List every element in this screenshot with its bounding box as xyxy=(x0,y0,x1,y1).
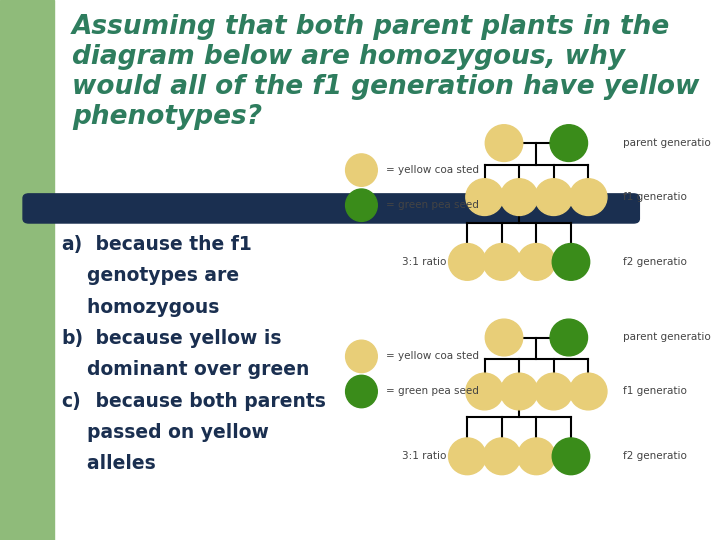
Text: parent generatio: parent generatio xyxy=(623,333,711,342)
Text: because both parents: because both parents xyxy=(89,392,325,410)
Text: = yellow coa sted: = yellow coa sted xyxy=(386,352,479,361)
Ellipse shape xyxy=(550,125,588,161)
Ellipse shape xyxy=(570,373,607,410)
Text: a): a) xyxy=(61,235,83,254)
Text: alleles: alleles xyxy=(61,454,156,473)
Ellipse shape xyxy=(346,154,377,186)
Ellipse shape xyxy=(500,373,538,410)
Text: c): c) xyxy=(61,392,81,410)
Text: f2 generatio: f2 generatio xyxy=(623,257,687,267)
Ellipse shape xyxy=(466,179,503,215)
Text: = green pea seed: = green pea seed xyxy=(386,387,479,396)
Ellipse shape xyxy=(552,244,590,280)
Ellipse shape xyxy=(346,189,377,221)
Ellipse shape xyxy=(485,319,523,356)
Ellipse shape xyxy=(500,179,538,215)
Ellipse shape xyxy=(346,375,377,408)
Bar xyxy=(0,0,54,540)
Ellipse shape xyxy=(552,438,590,475)
Ellipse shape xyxy=(570,179,607,215)
Ellipse shape xyxy=(535,179,572,215)
Text: dominant over green: dominant over green xyxy=(61,360,310,379)
Text: = green pea seed: = green pea seed xyxy=(386,200,479,210)
Ellipse shape xyxy=(483,244,521,280)
Text: homozygous: homozygous xyxy=(61,298,220,316)
Ellipse shape xyxy=(550,319,588,356)
Text: parent generatio: parent generatio xyxy=(623,138,711,148)
Text: f1 generatio: f1 generatio xyxy=(623,387,687,396)
Ellipse shape xyxy=(485,125,523,161)
Text: because the f1: because the f1 xyxy=(89,235,251,254)
Text: Assuming that both parent plants in the
diagram below are homozygous, why
would : Assuming that both parent plants in the … xyxy=(72,14,699,130)
Ellipse shape xyxy=(466,373,503,410)
FancyBboxPatch shape xyxy=(23,194,639,223)
Ellipse shape xyxy=(449,438,486,475)
Text: 3:1 ratio: 3:1 ratio xyxy=(402,451,447,461)
Text: b): b) xyxy=(61,329,84,348)
Text: f1 generatio: f1 generatio xyxy=(623,192,687,202)
Text: = yellow coa sted: = yellow coa sted xyxy=(386,165,479,175)
Ellipse shape xyxy=(346,340,377,373)
Ellipse shape xyxy=(518,438,555,475)
Ellipse shape xyxy=(483,438,521,475)
Text: passed on yellow: passed on yellow xyxy=(61,423,269,442)
Text: f2 generatio: f2 generatio xyxy=(623,451,687,461)
Text: because yellow is: because yellow is xyxy=(89,329,281,348)
Text: 3:1 ratio: 3:1 ratio xyxy=(402,257,447,267)
Text: genotypes are: genotypes are xyxy=(61,266,239,285)
Ellipse shape xyxy=(535,373,572,410)
Ellipse shape xyxy=(449,244,486,280)
Ellipse shape xyxy=(518,244,555,280)
